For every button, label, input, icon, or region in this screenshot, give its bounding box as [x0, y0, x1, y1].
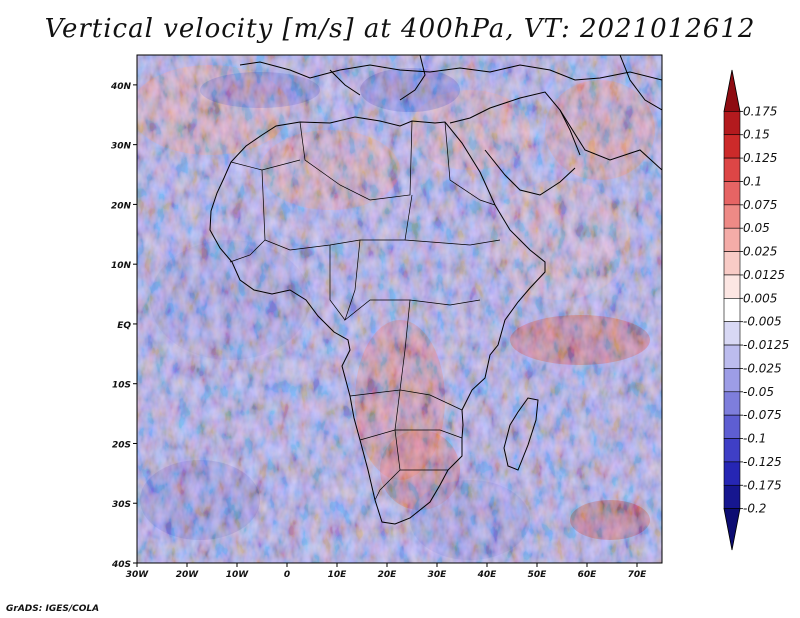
colorbar-label: -0.05 — [743, 385, 774, 399]
colorbar-swatch — [723, 298, 741, 322]
lat-tick-label: 40N — [110, 82, 132, 92]
lat-tick-label: 30S — [112, 500, 131, 510]
colorbar-swatch — [723, 181, 741, 206]
lon-tick-label: 30W — [126, 570, 150, 580]
lon-tick-label: 30E — [428, 570, 448, 580]
colorbar-label: 0.05 — [743, 221, 770, 235]
latitude-axis: 40N 30N 20N 10N EQ 10S 20S 30S 40S — [110, 82, 137, 570]
lon-tick-label: 10E — [328, 570, 348, 580]
colorbar-swatch — [723, 414, 741, 439]
colorbar-label: 0.075 — [743, 198, 777, 212]
colorbar-swatch — [723, 111, 741, 136]
colorbar-swatch — [723, 508, 741, 551]
lon-tick-label: 20E — [378, 570, 398, 580]
colorbar-swatch — [723, 368, 741, 393]
colorbar-label: 0.025 — [743, 245, 777, 259]
lat-tick-label: EQ — [117, 321, 131, 331]
grads-credit: GrADS: IGES/COLA — [6, 604, 100, 614]
chart-title: Vertical velocity [m/s] at 400hPa, VT: 2… — [44, 14, 756, 44]
colorbar-label: -0.0125 — [743, 338, 789, 352]
colorbar-swatch — [723, 274, 741, 299]
lat-tick-label: 20S — [112, 440, 131, 450]
colorbar-label: -0.2 — [743, 502, 766, 516]
colorbar-label: -0.075 — [743, 408, 782, 422]
colorbar-label: -0.005 — [743, 315, 782, 329]
colorbar-label: 0.175 — [743, 104, 777, 118]
colorbar-label: 0.0125 — [743, 268, 785, 282]
lat-tick-label: 10N — [111, 261, 132, 271]
colorbar-label: 0.15 — [743, 128, 770, 142]
colorbar-label: -0.025 — [743, 361, 782, 375]
colorbar-swatch — [723, 134, 741, 159]
velocity-field — [137, 55, 662, 563]
colorbar-label: 0.005 — [743, 291, 777, 305]
lon-tick-label: 70E — [628, 570, 648, 580]
lon-tick-label: 60E — [578, 570, 598, 580]
colorbar-swatch — [723, 251, 741, 276]
lat-tick-label: 30N — [111, 142, 132, 152]
colorbar-label: -0.125 — [743, 455, 782, 469]
longitude-axis: 30W 20W 10W 0 10E 20E 30E 40E 50E 60E 70E — [126, 563, 647, 580]
map-frame — [136, 54, 663, 564]
colorbar-label: 0.1 — [743, 174, 762, 188]
colorbar-swatch — [723, 391, 741, 416]
colorbar-swatch — [723, 204, 741, 229]
colorbar-label: -0.175 — [743, 478, 782, 492]
lat-tick-label: 20N — [111, 201, 132, 211]
lat-tick-label: 10S — [112, 381, 131, 391]
lat-tick-label: 40S — [111, 560, 131, 570]
lon-tick-label: 50E — [528, 570, 548, 580]
coastlines — [209, 55, 662, 525]
lon-tick-label: 0 — [284, 570, 290, 580]
colorbar-swatch — [723, 227, 741, 252]
lon-tick-label: 10W — [226, 570, 250, 580]
colorbar-label: 0.125 — [743, 151, 777, 165]
colorbar: 0.175 0.15 0.125 0.1 0.075 0.05 0.025 0.0125 0.0… — [723, 69, 789, 551]
lon-tick-label: 40E — [477, 570, 498, 580]
colorbar-swatch — [723, 484, 741, 509]
colorbar-label: -0.1 — [743, 432, 766, 446]
colorbar-swatch — [723, 321, 741, 346]
colorbar-swatch — [723, 344, 741, 369]
colorbar-swatch — [723, 438, 741, 463]
colorbar-swatch — [723, 157, 741, 182]
colorbar-swatch — [723, 69, 741, 112]
colorbar-swatch — [723, 461, 741, 486]
lon-tick-label: 20W — [176, 570, 200, 580]
borders — [229, 120, 501, 501]
